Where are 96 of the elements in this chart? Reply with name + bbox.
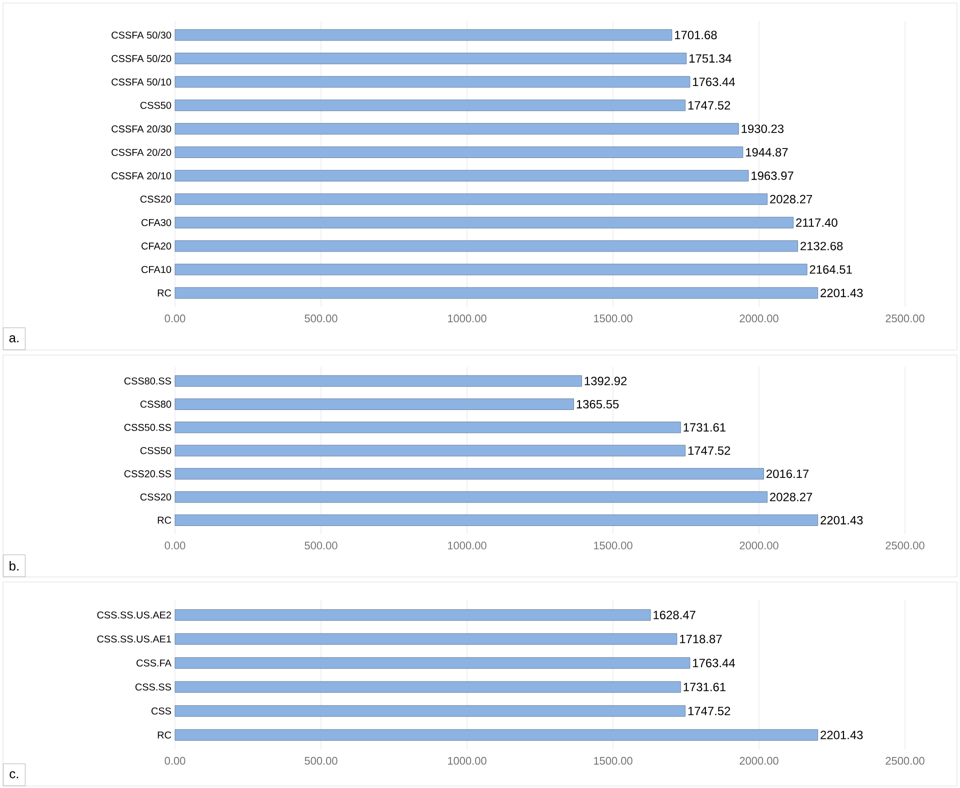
bar <box>174 29 672 41</box>
data-label: 1963.97 <box>752 171 794 180</box>
y-tick-label: CSSFA 50/10 <box>112 78 172 86</box>
x-tick-label: 2500.00 <box>886 314 924 322</box>
x-tick-label: 0.00 <box>164 542 186 550</box>
data-label: 1392.92 <box>584 376 627 386</box>
y-tick-label: CSS.SS.US.AE1 <box>97 635 172 643</box>
data-label: 1731.61 <box>684 423 726 432</box>
bar <box>174 468 764 480</box>
text: b. <box>10 561 18 571</box>
data-label: 1930.23 <box>742 124 784 134</box>
data-label: 1944.87 <box>746 148 788 156</box>
y-tick-label: CSS50 <box>140 447 172 454</box>
data-label: 2117.40 <box>796 218 838 227</box>
bar <box>174 123 739 134</box>
bar <box>174 422 681 434</box>
data-label: 1747.52 <box>688 706 730 716</box>
y-tick-label: RC <box>158 516 172 524</box>
bar <box>174 609 651 621</box>
bar <box>174 170 749 182</box>
data-label: 2016.17 <box>766 470 809 478</box>
data-label: 2132.68 <box>800 242 843 250</box>
text: a. <box>9 335 18 342</box>
text: c. <box>10 771 18 778</box>
x-tick-label: 2000.00 <box>740 542 778 550</box>
bar <box>174 52 687 64</box>
x-tick-label: 2500.00 <box>886 756 924 765</box>
bar <box>174 657 690 669</box>
x-tick-label: 500.00 <box>304 314 338 322</box>
data-label: 1365.55 <box>576 400 619 408</box>
x-tick-label: 500.00 <box>304 542 338 550</box>
y-tick-label: CSSFA 50/30 <box>112 31 172 39</box>
bar <box>174 375 582 387</box>
data-label: 1763.44 <box>693 78 735 86</box>
data-label: 1718.87 <box>680 634 722 644</box>
data-label: 1747.52 <box>688 101 730 110</box>
y-tick-label: CSS80.SS <box>124 377 172 385</box>
data-label: 2201.43 <box>820 288 863 298</box>
data-label: 2201.43 <box>820 730 863 740</box>
data-label: 2201.43 <box>820 516 863 524</box>
y-tick-label: CSS80 <box>140 400 172 408</box>
y-tick-label: CSS20 <box>140 493 172 501</box>
bar <box>174 146 744 158</box>
bar <box>174 633 678 645</box>
data-label: 1751.34 <box>690 54 732 63</box>
data-label: 1731.61 <box>684 682 726 692</box>
y-tick-label: CSS.SS <box>135 683 172 691</box>
y-tick-label: CFA20 <box>142 242 172 250</box>
data-label: 1701.68 <box>675 30 717 40</box>
bar <box>174 398 574 410</box>
x-tick-label: 0.00 <box>164 314 186 322</box>
data-label: 2164.51 <box>810 265 852 274</box>
data-label: 2028.27 <box>770 194 812 204</box>
x-tick-label: 1000.00 <box>448 756 486 765</box>
bar <box>174 444 686 456</box>
x-tick-label: 500.00 <box>304 756 338 765</box>
y-tick-label: CSSFA 50/20 <box>112 54 172 62</box>
y-tick-label: CSS <box>152 707 172 715</box>
bar <box>174 240 798 252</box>
x-tick-label: 1000.00 <box>448 314 486 322</box>
data-label: 1628.47 <box>654 610 696 620</box>
bar <box>174 264 808 276</box>
x-tick-label: 2500.00 <box>886 542 924 550</box>
y-tick-label: CSSFA 20/20 <box>112 148 172 156</box>
bar <box>174 705 686 717</box>
data-label: 1763.44 <box>693 658 735 668</box>
y-tick-label: CSSFA 20/10 <box>112 172 172 180</box>
y-tick-label: RC <box>158 289 172 296</box>
x-tick-label: 2000.00 <box>740 756 778 765</box>
y-tick-label: CSS20.SS <box>124 470 172 478</box>
bar <box>174 491 768 503</box>
bar <box>174 216 794 228</box>
data-label: 2028.27 <box>770 492 812 502</box>
bar <box>174 100 686 112</box>
y-tick-label: CSS.FA <box>136 659 172 667</box>
x-tick-label: 1000.00 <box>448 542 486 550</box>
bar <box>174 729 818 741</box>
y-tick-label: CFA10 <box>142 266 172 274</box>
x-tick-label: 0.00 <box>164 756 186 765</box>
y-tick-label: CSSFA 20/30 <box>112 125 172 132</box>
bar <box>174 514 818 526</box>
x-tick-label: 1500.00 <box>594 756 632 765</box>
y-tick-label: RC <box>158 731 172 739</box>
y-tick-label: CSS50 <box>140 102 172 109</box>
bar <box>174 287 818 299</box>
y-tick-label: CSS50.SS <box>124 424 172 431</box>
y-tick-label: CFA30 <box>142 219 172 226</box>
bar <box>174 193 768 205</box>
x-tick-label: 2000.00 <box>740 314 778 322</box>
x-tick-label: 1500.00 <box>594 314 632 322</box>
x-tick-label: 1500.00 <box>594 542 632 550</box>
data-label: 1747.52 <box>688 446 730 455</box>
bar <box>174 76 690 88</box>
bar <box>174 681 681 693</box>
y-tick-label: CSS.SS.US.AE2 <box>97 611 171 619</box>
y-tick-label: CSS20 <box>140 196 172 203</box>
